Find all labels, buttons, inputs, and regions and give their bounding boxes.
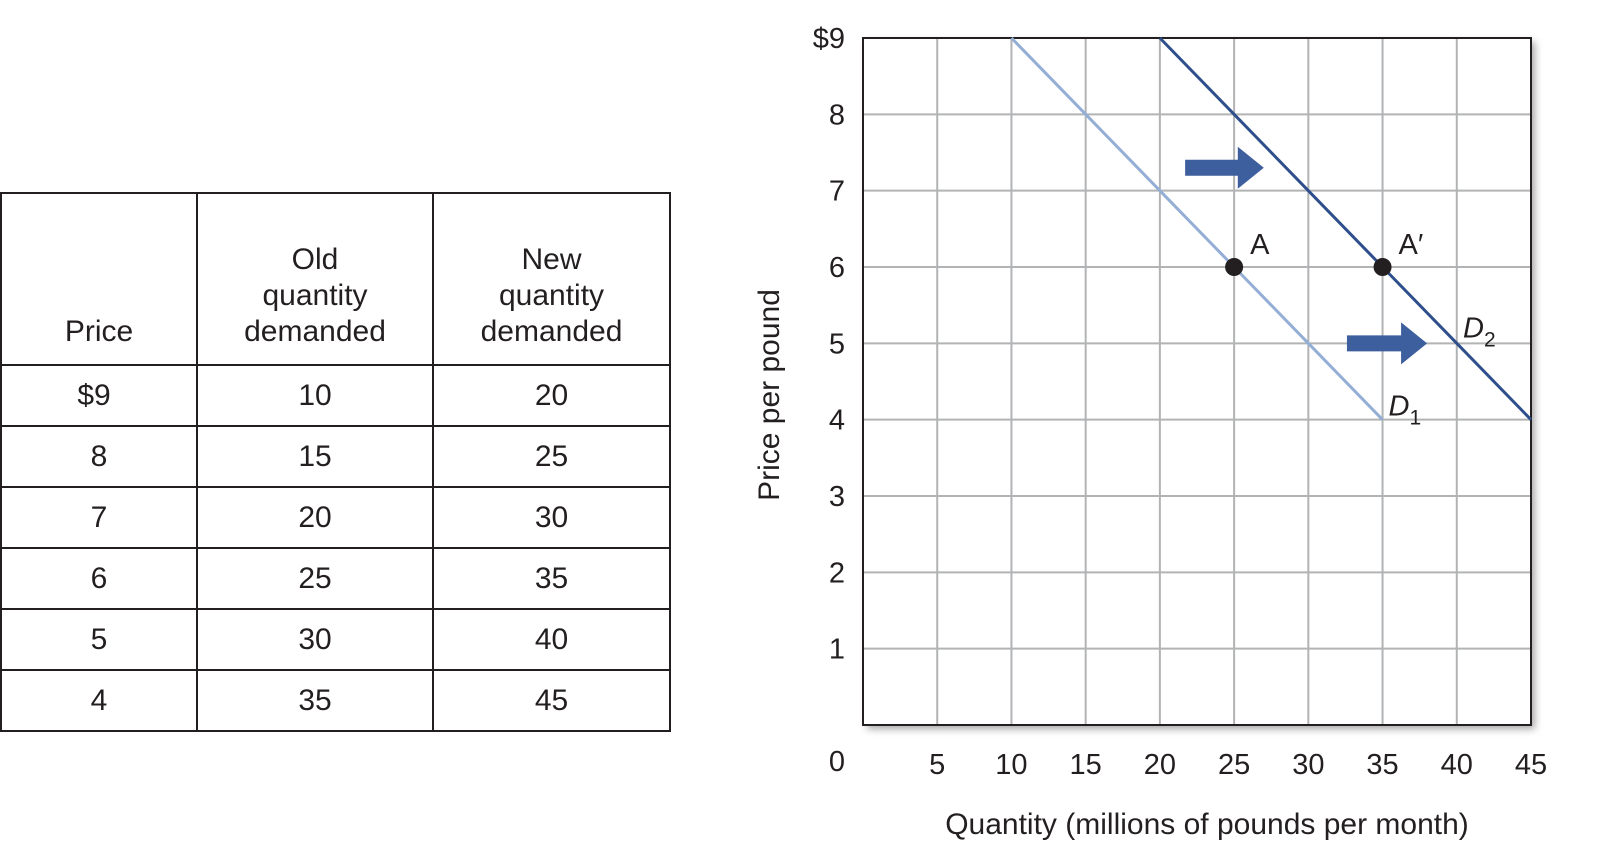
shift-right-arrow xyxy=(1185,146,1264,189)
cell-price: 7 xyxy=(0,486,198,549)
point-label: A xyxy=(1250,229,1270,261)
x-tick-label: 30 xyxy=(1292,749,1324,781)
shift-right-arrow xyxy=(1346,322,1428,365)
header-old-line: quantity xyxy=(262,279,368,312)
grid-lines xyxy=(863,38,1531,725)
x-tick-label: 35 xyxy=(1366,749,1398,781)
cell-price: 6 xyxy=(0,547,198,610)
plot-border xyxy=(862,37,1532,726)
header-price-line: Price xyxy=(64,315,134,348)
table-row: 6 25 35 xyxy=(0,547,671,610)
header-new-line: demanded xyxy=(480,315,623,348)
cell-price: 5 xyxy=(0,608,198,671)
header-old-line: demanded xyxy=(244,315,386,348)
header-new-quantity: New quantity demanded xyxy=(432,192,671,366)
point-marker xyxy=(1373,258,1392,276)
cell-price: $9 xyxy=(0,364,198,427)
y-tick-label: 7 xyxy=(829,176,845,208)
header-old-line: Old xyxy=(291,243,339,276)
cell-new-quantity: 25 xyxy=(432,425,671,488)
x-tick-label: 20 xyxy=(1144,749,1176,781)
table-row: $9 10 20 xyxy=(0,364,671,427)
cell-new-quantity: 45 xyxy=(432,669,671,732)
cell-price: 4 xyxy=(0,669,198,732)
cell-old-quantity: 25 xyxy=(196,547,434,610)
y-tick-label: 6 xyxy=(829,252,845,284)
y-tick-label: 1 xyxy=(829,634,845,666)
cell-price: 8 xyxy=(0,425,198,488)
cell-old-quantity: 30 xyxy=(196,608,434,671)
labeled-points: A A′ xyxy=(1225,229,1423,276)
header-price: Price xyxy=(0,192,198,366)
origin-label: 0 xyxy=(829,746,845,778)
y-tick-label: 2 xyxy=(829,557,845,589)
header-old-quantity: Old quantity demanded xyxy=(196,192,434,366)
cell-new-quantity: 30 xyxy=(432,486,671,549)
x-tick-label: 25 xyxy=(1218,749,1250,781)
y-tick-label: 8 xyxy=(829,99,845,131)
cell-old-quantity: 20 xyxy=(196,486,434,549)
x-tick-label: 15 xyxy=(1070,749,1102,781)
cell-old-quantity: 10 xyxy=(196,364,434,427)
x-tick-label: 5 xyxy=(929,749,945,781)
table-header-row: Price Old quantity demanded New quantity… xyxy=(0,192,671,366)
header-new-line: New xyxy=(521,243,582,276)
y-tick-label: 4 xyxy=(829,405,845,437)
x-tick-label: 45 xyxy=(1515,749,1547,781)
y-tick-label: 3 xyxy=(829,481,845,513)
point-label: A′ xyxy=(1399,229,1424,261)
table-row: 8 15 25 xyxy=(0,425,671,488)
table-row: 5 30 40 xyxy=(0,608,671,671)
header-new-line: quantity xyxy=(498,279,605,312)
plot-frame xyxy=(863,38,1531,725)
cell-old-quantity: 15 xyxy=(196,425,434,488)
cell-new-quantity: 40 xyxy=(432,608,671,671)
table-row: 7 20 30 xyxy=(0,486,671,549)
y-tick-label: 5 xyxy=(829,328,845,360)
demand-curve-2 xyxy=(1158,36,1533,421)
x-axis-title: Quantity (millions of pounds per month) xyxy=(945,808,1469,841)
y-axis-title: Price per pound xyxy=(753,289,786,501)
y-tick-label: $9 xyxy=(813,23,845,55)
table-row: 4 35 45 xyxy=(0,669,671,732)
cell-old-quantity: 35 xyxy=(196,669,434,732)
x-tick-label: 40 xyxy=(1441,749,1473,781)
demand-curve-1 xyxy=(1010,36,1384,421)
x-tick-label: 10 xyxy=(995,749,1027,781)
cell-new-quantity: 35 xyxy=(432,547,671,610)
cell-new-quantity: 20 xyxy=(432,364,671,427)
demand-schedule-table: Price Old quantity demanded New quantity… xyxy=(0,192,671,732)
shift-arrows xyxy=(1185,146,1428,365)
point-marker xyxy=(1225,258,1244,276)
